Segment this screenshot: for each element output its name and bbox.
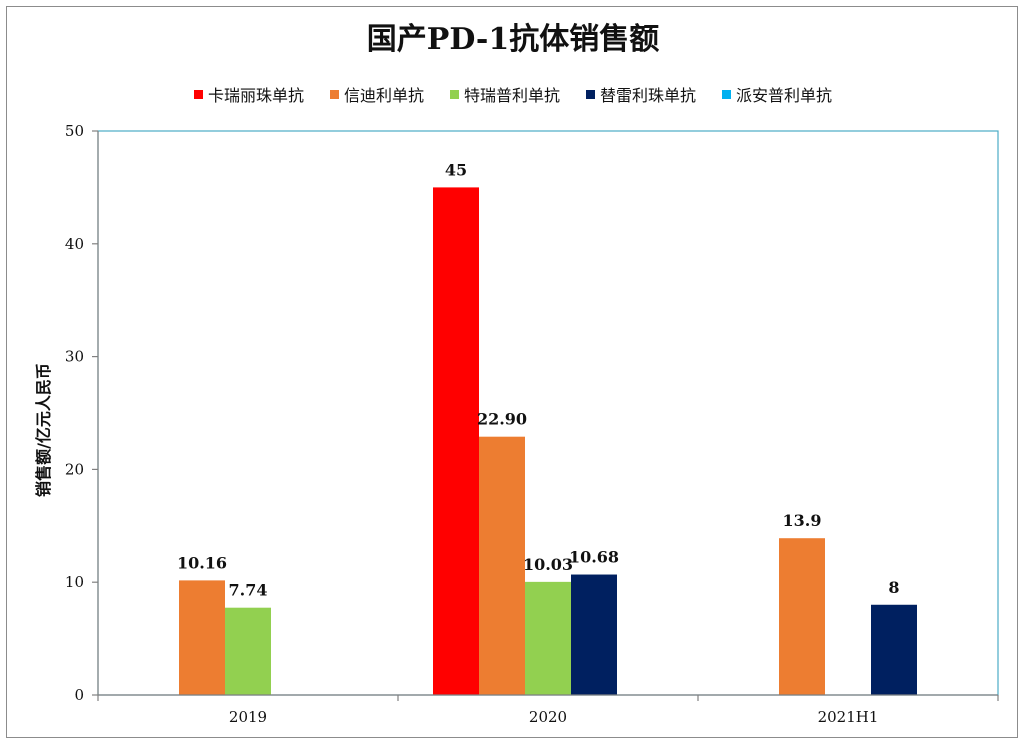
legend-swatch: [329, 89, 339, 99]
y-tick-label: 50: [65, 122, 84, 140]
legend-swatch: [449, 89, 459, 99]
x-tick-label: 2021H1: [818, 708, 879, 726]
x-tick-label: 2020: [529, 708, 567, 726]
bar: [225, 607, 271, 695]
y-tick-label: 40: [65, 235, 84, 253]
legend-swatch: [586, 89, 595, 99]
bar: [871, 604, 917, 695]
data-label: 7.74: [229, 581, 268, 600]
bar: [571, 574, 617, 695]
data-label: 22.90: [477, 410, 527, 429]
legend-label: 特瑞普利单抗: [463, 86, 560, 105]
y-tick-label: 10: [65, 573, 84, 591]
chart-title: 国产PD-1抗体销售额: [366, 22, 660, 57]
y-tick-label: 30: [65, 348, 84, 366]
bar: [433, 187, 479, 695]
data-label: 13.9: [783, 511, 822, 530]
axes-group: 0 10 20 30 40 50 2019 2020 2021H1: [65, 122, 999, 726]
x-tick-label: 2019: [229, 708, 267, 726]
data-label: 10.16: [177, 553, 227, 572]
y-tick-label: 0: [74, 686, 84, 704]
legend-swatch: [193, 89, 203, 99]
legend-label: 信迪利单抗: [343, 86, 424, 105]
legend-item: 派安普利单抗: [722, 82, 832, 106]
bar: [779, 538, 825, 695]
bars-group: [179, 187, 917, 695]
legend-swatch: [722, 89, 732, 99]
legend-label: 替雷利珠单抗: [600, 86, 697, 105]
bar: [479, 436, 525, 695]
legend-label: 卡瑞丽珠单抗: [207, 86, 304, 105]
chart-legend: 卡瑞丽珠单抗 信迪利单抗 特瑞普利单抗 替雷利珠单抗 派安普利单抗: [0, 82, 1026, 106]
legend-item: 特瑞普利单抗: [449, 82, 560, 106]
legend-item: 卡瑞丽珠单抗: [193, 82, 304, 106]
bar: [179, 580, 225, 695]
bar: [525, 581, 571, 695]
legend-item: 替雷利珠单抗: [586, 82, 696, 106]
legend-item: 信迪利单抗: [329, 82, 424, 106]
data-label: 10.68: [569, 548, 619, 567]
data-label: 10.03: [523, 555, 573, 574]
y-tick-label: 20: [65, 460, 84, 478]
legend-label: 派安普利单抗: [736, 86, 833, 105]
data-label: 8: [888, 578, 899, 597]
data-label: 45: [445, 160, 467, 179]
